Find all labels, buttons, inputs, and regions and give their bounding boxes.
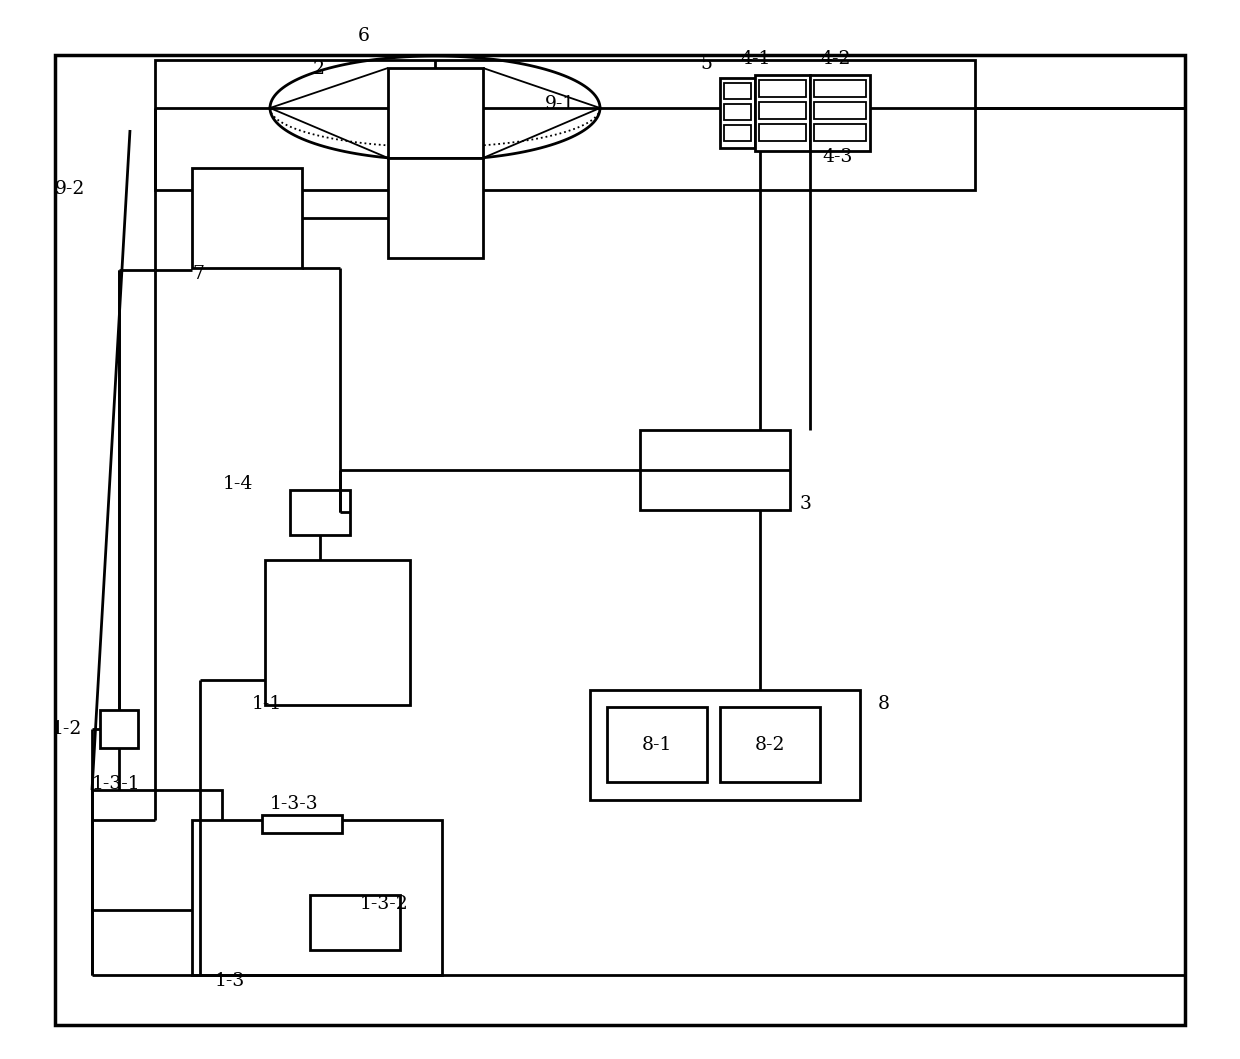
Text: 8: 8 <box>878 695 890 713</box>
Bar <box>724 104 751 120</box>
Text: 8-2: 8-2 <box>755 736 785 754</box>
Bar <box>724 125 751 141</box>
Text: 1-1: 1-1 <box>252 695 283 713</box>
Bar <box>759 124 806 141</box>
Bar <box>813 102 866 119</box>
Bar <box>813 80 866 97</box>
Text: 8-1: 8-1 <box>642 736 672 754</box>
Bar <box>590 690 861 800</box>
Text: 4-1: 4-1 <box>740 50 770 68</box>
Text: 1-4: 1-4 <box>223 475 253 493</box>
Text: 2: 2 <box>312 60 325 78</box>
Bar <box>388 68 484 158</box>
Bar <box>755 75 810 151</box>
Text: 4-3: 4-3 <box>822 148 852 166</box>
Bar <box>100 710 138 748</box>
Bar <box>92 790 222 910</box>
Bar <box>720 78 755 148</box>
Bar <box>608 707 707 782</box>
Bar <box>813 124 866 141</box>
Text: 3: 3 <box>800 495 812 513</box>
Text: 7: 7 <box>192 265 205 283</box>
Text: 1-3: 1-3 <box>215 972 246 990</box>
Text: 6: 6 <box>358 26 370 44</box>
Text: 9-1: 9-1 <box>546 95 575 113</box>
Bar <box>262 815 342 833</box>
Bar <box>720 707 820 782</box>
Bar <box>640 430 790 510</box>
Text: 9-2: 9-2 <box>55 180 86 198</box>
Bar <box>192 168 303 268</box>
Bar <box>265 560 410 705</box>
Text: 1-3-1: 1-3-1 <box>92 775 140 793</box>
Bar <box>310 895 401 950</box>
Text: 1-3-3: 1-3-3 <box>270 795 319 813</box>
Bar <box>810 75 870 151</box>
Bar <box>388 158 484 258</box>
Text: 1-2: 1-2 <box>52 720 82 738</box>
Bar <box>759 102 806 119</box>
Text: 1-3-2: 1-3-2 <box>360 895 409 913</box>
Text: 5: 5 <box>701 55 712 73</box>
Bar <box>724 83 751 98</box>
Bar <box>759 80 806 97</box>
Bar <box>155 60 975 190</box>
Text: 4-2: 4-2 <box>820 50 851 68</box>
Bar <box>290 490 350 535</box>
Bar <box>192 820 441 975</box>
